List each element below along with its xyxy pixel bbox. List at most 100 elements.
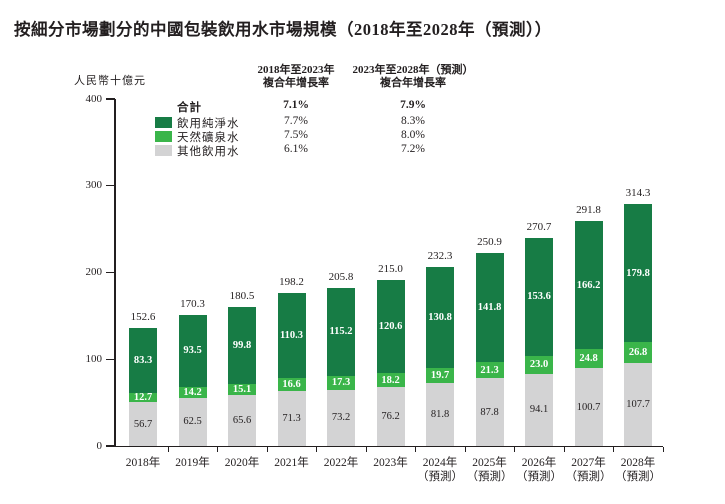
x-axis-label-note: （預測） [466, 471, 513, 483]
bar-total-label: 198.2 [279, 276, 304, 289]
bar-segment-label: 93.5 [183, 345, 202, 357]
bar-segment: 99.8 [228, 307, 256, 384]
legend-col2-header-line1: 2023年至2028年（預測） [352, 64, 474, 76]
bar-segment-label: 14.2 [183, 386, 202, 398]
bar-segment-label: 65.6 [232, 415, 252, 427]
x-axis-label: 2025年 [472, 457, 507, 469]
x-axis-label: 2024年 [422, 457, 458, 469]
bar-segment: 16.6 [277, 378, 306, 392]
bar-segment-label: 62.5 [183, 416, 202, 428]
x-axis-tick [514, 447, 516, 452]
bar-total-label: 250.9 [477, 235, 502, 248]
bar-total-label: 314.3 [625, 186, 651, 199]
bar-segment-label: 17.3 [331, 377, 351, 389]
bar-segment-label: 18.2 [381, 374, 400, 386]
bar-segment: 130.8 [426, 267, 454, 368]
y-axis-unit-label: 人民幣十億元 [74, 75, 146, 87]
y-axis-tick [106, 358, 115, 360]
legend-row-total-label: 合計 [177, 102, 202, 114]
bar-segment-label: 141.8 [477, 301, 502, 313]
bar-segment: 94.1 [525, 373, 553, 446]
bar-segment: 15.1 [228, 383, 256, 396]
bar-segment-label: 94.1 [529, 404, 549, 416]
bar-segment-label: 71.3 [282, 413, 301, 425]
x-axis-line [114, 445, 664, 447]
y-axis-tick [106, 98, 115, 100]
x-axis-tick [563, 447, 565, 452]
bar-segment: 19.7 [426, 367, 454, 383]
bar-segment-label: 83.3 [133, 354, 153, 366]
bar-segment-label: 115.2 [329, 326, 353, 338]
bar-segment: 81.8 [426, 383, 454, 446]
bar-segment: 12.7 [129, 392, 157, 403]
x-axis-label: 2027年 [571, 457, 606, 469]
bar-segment: 76.2 [376, 387, 405, 446]
legend-col1-header-line1: 2018年至2023年 [257, 64, 335, 76]
bar-total-label: 152.6 [130, 311, 156, 324]
bar-segment-label: 99.8 [232, 339, 252, 351]
bar-segment-label: 100.7 [576, 401, 601, 413]
bar-segment-label: 73.2 [331, 412, 351, 424]
bar-segment-label: 81.8 [430, 408, 450, 420]
bar-segment-label: 87.8 [480, 406, 499, 418]
bar-segment-label: 15.1 [232, 384, 252, 396]
bar-segment-label: 24.8 [579, 353, 598, 365]
y-axis-tick [106, 445, 115, 447]
bar-segment-label: 166.2 [576, 279, 601, 291]
x-axis-label: 2023年 [373, 457, 408, 469]
x-axis-tick [266, 447, 268, 452]
x-axis-tick [217, 447, 219, 452]
bar-total-label: 215.0 [378, 263, 403, 276]
bar-segment-label: 120.6 [378, 321, 403, 333]
bar-segment-label: 110.3 [279, 330, 304, 342]
legend-col1-header-line2: 複合年增長率 [263, 77, 329, 89]
legend-row-other-cagr2: 7.2% [401, 143, 425, 155]
legend-swatch-purified-water [155, 117, 172, 128]
bar-total-label: 205.8 [328, 270, 354, 283]
bar-segment: 17.3 [327, 376, 355, 390]
x-axis-label: 2020年 [224, 457, 260, 469]
figure-title: 按細分市場劃分的中國包裝飲用水市場規模（2018年至2028年（預測）） [14, 20, 552, 39]
x-axis-tick [662, 447, 664, 452]
x-axis-tick [167, 447, 169, 452]
legend-row-purified-cagr2: 8.3% [401, 115, 425, 127]
bar-segment: 62.5 [178, 397, 207, 446]
bar-segment: 110.3 [277, 293, 306, 379]
bar-segment-label: 76.2 [381, 411, 400, 423]
bar-segment: 71.3 [277, 391, 306, 446]
bar-segment: 179.8 [624, 203, 652, 343]
bar-segment: 120.6 [376, 280, 405, 374]
x-axis-label: 2018年 [125, 457, 161, 469]
bar-segment-label: 107.7 [626, 399, 650, 411]
x-axis-label-note: （預測） [417, 471, 463, 483]
bar-segment: 26.8 [624, 342, 652, 364]
bar-segment: 87.8 [475, 378, 504, 446]
bar-segment: 14.2 [178, 386, 207, 398]
legend-row-mineral-cagr1: 7.5% [284, 129, 308, 141]
x-axis-tick [316, 447, 318, 452]
x-axis-label: 2022年 [323, 457, 359, 469]
y-axis-tick-label: 300 [85, 179, 103, 192]
bar-segment: 21.3 [475, 361, 504, 379]
bar-segment: 153.6 [525, 237, 553, 356]
legend-swatch-mineral-water [155, 131, 172, 142]
bar-segment: 23.0 [525, 355, 553, 374]
x-axis-label: 2019年 [175, 457, 210, 469]
y-axis-tick-label: 0 [96, 439, 103, 452]
x-axis-label-note: （預測） [516, 471, 562, 483]
bar-total-label: 232.3 [427, 250, 453, 263]
x-axis-label: 2021年 [274, 457, 309, 469]
bar-segment-label: 21.3 [480, 364, 499, 376]
legend-row-purified-label: 飲用純淨水 [177, 118, 240, 130]
legend-swatch-other-water [155, 145, 172, 156]
bar-segment: 24.8 [574, 349, 603, 369]
y-axis-tick-label: 100 [85, 352, 103, 365]
x-axis-label: 2026年 [521, 457, 557, 469]
x-axis-tick [464, 447, 466, 452]
bar-total-label: 291.8 [576, 204, 601, 217]
x-axis-tick [365, 447, 367, 452]
y-axis-tick-label: 400 [85, 92, 103, 105]
bar-segment: 73.2 [327, 389, 355, 446]
